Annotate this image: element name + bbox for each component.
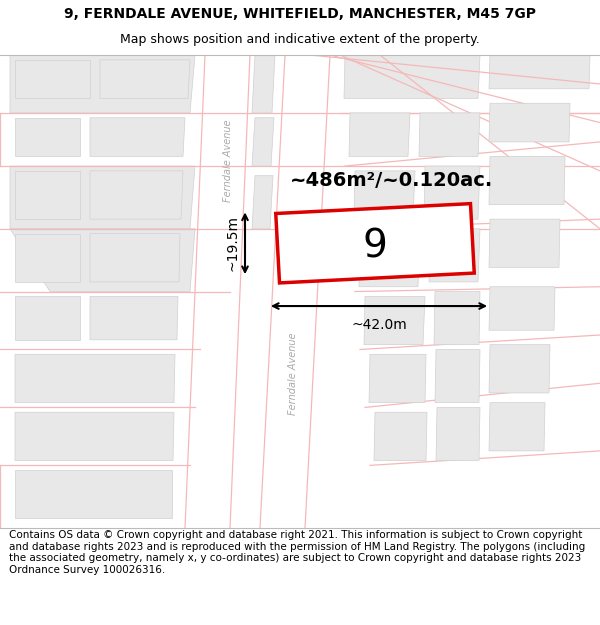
Text: Ferndale Avenue: Ferndale Avenue: [223, 120, 233, 202]
Text: Contains OS data © Crown copyright and database right 2021. This information is : Contains OS data © Crown copyright and d…: [9, 530, 585, 575]
Polygon shape: [489, 402, 545, 451]
Text: ~486m²/~0.120ac.: ~486m²/~0.120ac.: [290, 171, 493, 190]
Polygon shape: [429, 229, 480, 282]
Polygon shape: [434, 291, 480, 344]
Text: ~19.5m: ~19.5m: [226, 215, 240, 271]
Text: Ferndale Avenue: Ferndale Avenue: [288, 332, 298, 415]
Polygon shape: [489, 219, 560, 268]
Polygon shape: [100, 60, 190, 99]
Text: 9, FERNDALE AVENUE, WHITEFIELD, MANCHESTER, M45 7GP: 9, FERNDALE AVENUE, WHITEFIELD, MANCHEST…: [64, 7, 536, 21]
Polygon shape: [15, 234, 80, 282]
Polygon shape: [15, 354, 175, 402]
Polygon shape: [90, 118, 185, 156]
Polygon shape: [489, 287, 555, 330]
Text: Map shows position and indicative extent of the property.: Map shows position and indicative extent…: [120, 33, 480, 46]
Polygon shape: [15, 60, 90, 99]
Polygon shape: [252, 176, 273, 229]
Polygon shape: [369, 354, 426, 402]
Polygon shape: [359, 234, 420, 287]
Polygon shape: [10, 166, 195, 229]
Polygon shape: [374, 412, 427, 461]
Polygon shape: [276, 204, 474, 283]
Polygon shape: [15, 412, 174, 461]
Polygon shape: [15, 171, 80, 219]
Polygon shape: [364, 296, 425, 344]
Polygon shape: [349, 113, 410, 156]
Polygon shape: [489, 156, 565, 204]
Polygon shape: [10, 55, 195, 113]
Polygon shape: [489, 103, 570, 142]
Polygon shape: [424, 166, 480, 219]
Polygon shape: [15, 118, 80, 156]
Polygon shape: [90, 296, 178, 340]
Polygon shape: [252, 118, 274, 166]
Polygon shape: [489, 55, 590, 89]
Polygon shape: [435, 349, 480, 403]
Polygon shape: [489, 344, 550, 393]
Polygon shape: [252, 55, 275, 113]
Polygon shape: [354, 171, 415, 219]
Polygon shape: [15, 296, 80, 340]
Polygon shape: [90, 171, 183, 219]
Polygon shape: [436, 408, 480, 461]
Polygon shape: [10, 229, 195, 291]
Polygon shape: [344, 55, 480, 99]
Polygon shape: [90, 234, 180, 282]
Text: 9: 9: [362, 227, 388, 265]
Polygon shape: [419, 113, 480, 156]
Polygon shape: [15, 470, 172, 519]
Text: ~42.0m: ~42.0m: [351, 318, 407, 332]
